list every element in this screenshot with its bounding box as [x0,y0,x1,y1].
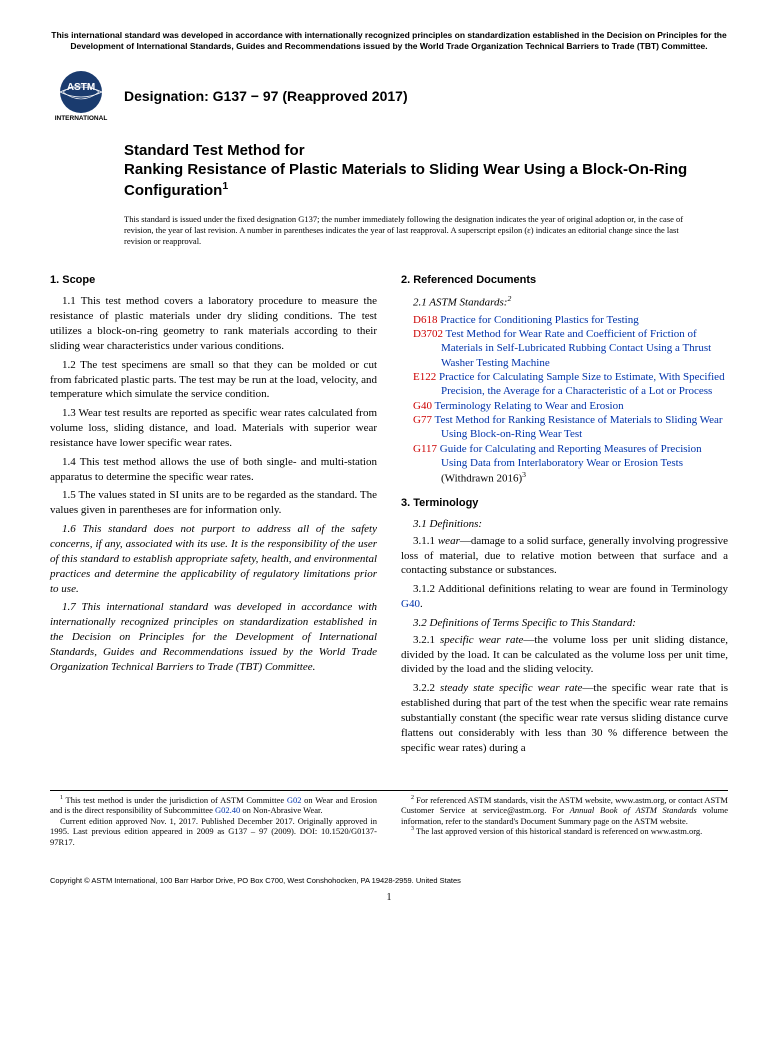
ref-g40: G40 Terminology Relating to Wear and Ero… [401,399,728,413]
ref-title[interactable]: Test Method for Wear Rate and Coefficien… [441,328,711,369]
ref-title[interactable]: Practice for Calculating Sample Size to … [439,371,725,397]
definitions-sub: 3.1 Definitions: [401,517,728,532]
para-3-2-1: 3.2.1 specific wear rate—the volume loss… [401,633,728,678]
para-1-6: 1.6 This standard does not purport to ad… [50,522,377,596]
footnote-1: 1 This test method is under the jurisdic… [50,795,377,816]
para-3-2-2: 3.2.2 steady state specific wear rate—th… [401,681,728,755]
para-1-1: 1.1 This test method covers a laboratory… [50,294,377,353]
scope-heading: 1. Scope [50,273,377,288]
ref-code[interactable]: G40 [413,400,432,412]
ref-title[interactable]: Practice for Conditioning Plastics for T… [440,314,639,326]
designation: Designation: G137 − 97 (Reapproved 2017) [124,87,408,105]
para-1-5: 1.5 The values stated in SI units are to… [50,488,377,518]
ref-title[interactable]: Guide for Calculating and Reporting Meas… [440,443,702,469]
ref-code[interactable]: G77 [413,414,432,426]
page: This international standard was develope… [0,0,778,924]
g40-link[interactable]: G40 [401,598,420,610]
body-columns: 1. Scope 1.1 This test method covers a l… [50,269,728,759]
top-notice: This international standard was develope… [50,30,728,52]
para-1-3: 1.3 Wear test results are reported as sp… [50,406,377,451]
title-prefix: Standard Test Method for [124,142,728,161]
para-1-4: 1.4 This test method allows the use of b… [50,455,377,485]
ref-code[interactable]: D618 [413,314,437,326]
right-column: 2. Referenced Documents 2.1 ASTM Standar… [401,269,728,759]
ref-title[interactable]: Terminology Relating to Wear and Erosion [435,400,624,412]
para-1-7: 1.7 This international standard was deve… [50,600,377,674]
g02-40-link[interactable]: G02.40 [215,805,240,815]
page-number: 1 [50,891,728,904]
ref-g117: G117 Guide for Calculating and Reporting… [401,442,728,487]
title-block: Standard Test Method for Ranking Resista… [124,142,728,200]
astm-logo: ASTM INTERNATIONAL [50,70,112,122]
logo-label: INTERNATIONAL [55,115,108,122]
footnote-1-cont: Current edition approved Nov. 1, 2017. P… [50,816,377,848]
copyright: Copyright © ASTM International, 100 Barr… [50,876,728,886]
ref-e122: E122 Practice for Calculating Sample Siz… [401,370,728,399]
ref-code[interactable]: D3702 [413,328,443,340]
issuance-note: This standard is issued under the fixed … [124,214,728,247]
para-1-2: 1.2 The test specimens are small so that… [50,358,377,403]
header-row: ASTM INTERNATIONAL Designation: G137 − 9… [50,70,728,122]
title-main: Ranking Resistance of Plastic Materials … [124,161,728,201]
left-column: 1. Scope 1.1 This test method covers a l… [50,269,377,759]
ref-title[interactable]: Test Method for Ranking Resistance of Ma… [435,414,723,440]
ref-g77: G77 Test Method for Ranking Resistance o… [401,413,728,442]
ref-code[interactable]: E122 [413,371,436,383]
g02-link[interactable]: G02 [287,795,302,805]
ref-suffix: (Withdrawn 2016) [441,473,522,485]
footnote-3: 3 The last approved version of this hist… [401,826,728,837]
footnote-2: 2 For referenced ASTM standards, visit t… [401,795,728,827]
para-3-1-1: 3.1.1 wear—damage to a solid surface, ge… [401,534,728,579]
para-3-1-2: 3.1.2 Additional definitions relating to… [401,582,728,612]
svg-text:ASTM: ASTM [67,82,95,93]
specific-terms-sub: 3.2 Definitions of Terms Specific to Thi… [401,616,728,631]
ref-code[interactable]: G117 [413,443,437,455]
footnotes-right: 2 For referenced ASTM standards, visit t… [401,795,728,848]
referenced-heading: 2. Referenced Documents [401,273,728,288]
ref-d3702: D3702 Test Method for Wear Rate and Coef… [401,327,728,370]
footnotes: 1 This test method is under the jurisdic… [50,790,728,848]
terminology-heading: 3. Terminology [401,496,728,511]
astm-standards-sub: 2.1 ASTM Standards:2 [401,294,728,311]
ref-d618: D618 Practice for Conditioning Plastics … [401,313,728,327]
footnotes-left: 1 This test method is under the jurisdic… [50,795,377,848]
